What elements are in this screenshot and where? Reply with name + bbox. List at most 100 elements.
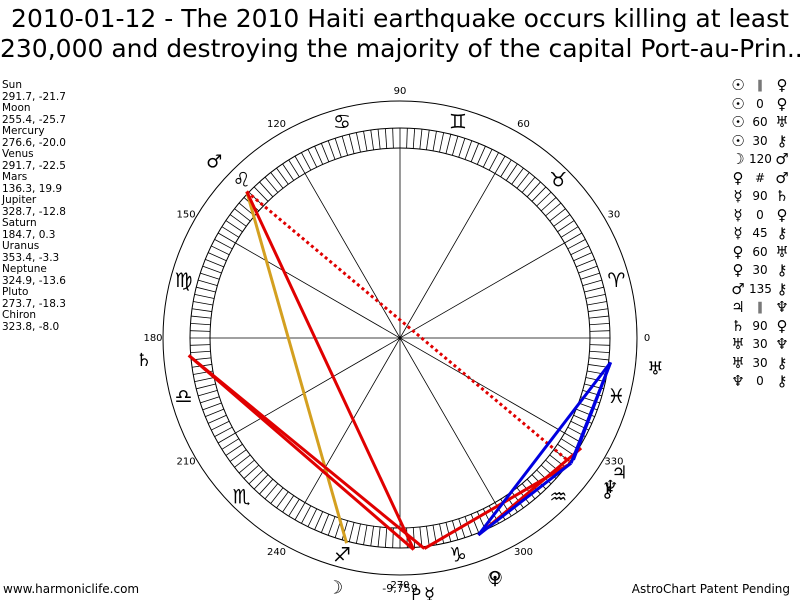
aspect-type: 0 [756,207,764,222]
aspect-list: ☉ ∥ ♀ ☉ 0 ♀ ☉ 60 ♅ ☉ 30 ⚷ ☽ 120 ♂ ♀ # ♂ ☿ 90 ♄ ☿ 0 ♀ ☿ 45 ⚷ ♀ 60 ♅ ♀ 30… [727,76,793,391]
aspect-planet-2: ♅ [775,242,789,261]
degree-tick [320,143,330,162]
footer-website-link[interactable]: www.harmoniclife.com [3,582,140,596]
jupiter-icon: ♃ [612,463,628,484]
aspect-type: 30 [752,337,768,352]
planet-name-jupiter: Jupiter [2,194,37,206]
planet-coords-uranus: 353.4, -3.3 [2,251,60,264]
degree-tick [276,167,289,185]
degree-label: 210 [177,457,196,468]
degree-tick [282,495,295,513]
aspect-type: 60 [752,244,768,259]
degree-label: 180 [143,333,162,344]
aspect-row: ☉ 0 ♀ [727,95,793,114]
aspect-planet-2: ⚷ [776,261,788,280]
aspect-type: 30 [752,355,768,370]
degree-tick [221,226,240,238]
degree-tick [194,293,215,299]
degree-tick [505,163,518,181]
sun-icon: ☉ [487,568,503,589]
degree-tick [588,364,609,368]
degree-tick [190,350,211,354]
chiron-icon: ⚷ [601,481,614,502]
zodiac-sign-icon: ♓ [607,384,625,408]
aspect-row: ♂ 135 ⚷ [727,280,793,299]
planet-name-moon: Moon [2,102,31,114]
degree-tick [191,315,212,319]
degree-tick [588,308,609,312]
degree-tick [392,128,394,149]
aspect-row: ☉ ∥ ♀ [727,76,793,95]
degree-tick [301,505,312,524]
degree-tick [363,525,368,545]
degree-tick [288,159,300,178]
planet-coords-venus: 291.7, -22.5 [2,159,66,172]
degree-label: 60 [517,119,530,130]
aspect-type: 0 [756,96,764,111]
degree-label: 120 [267,119,286,130]
planet-coords-sun: 291.7, -21.7 [2,90,66,103]
degree-tick [536,191,552,207]
degree-tick [259,181,274,198]
degree-tick [488,152,499,171]
degree-tick [588,357,609,361]
degree-tick [355,132,361,153]
degree-tick [412,527,416,548]
aspect-type: ∥ [757,300,763,315]
degree-tick [229,449,247,462]
aspect-planet-2: ⚷ [776,131,788,150]
degree-tick [576,258,595,268]
aspect-planet-1: ☉ [731,113,745,132]
degree-tick [294,155,306,174]
degree-tick [511,167,524,185]
aspect-type: 135 [749,281,772,296]
planet-coords-mars: 136.3, 19.9 [2,182,63,195]
aspect-type: 60 [752,115,768,130]
degree-tick [589,330,610,332]
degree-tick [377,129,381,150]
mercury-icon: ☿ [424,584,435,600]
degree-tick [464,516,473,536]
degree-tick [334,138,342,158]
bottom-value-label: -9,759 [382,582,417,595]
aspect-row: ♄ 90 ♀ [727,317,793,336]
degree-tick [384,527,388,548]
planet-name-sun: Sun [2,79,22,91]
degree-tick [412,128,416,149]
aspect-planet-2: ♂ [775,150,789,169]
planet-name-mercury: Mercury [2,125,45,137]
degree-tick [270,172,284,189]
degree-tick [470,143,480,162]
venus-icon: ♀ [488,568,501,589]
degree-tick [363,131,368,151]
aspect-row: ♅ 30 ♆ [727,335,793,354]
zodiac-sign-icon: ♌ [233,168,251,192]
planet-name-saturn: Saturn [2,217,37,229]
degree-tick [557,443,575,456]
planet-coords-moon: 255.4, -25.7 [2,113,66,126]
aspect-planet-1: ☽ [731,150,745,169]
aspect-planet-2: ♅ [775,113,789,132]
zodiac-sign-icon: ♉ [549,168,567,192]
degree-tick [200,272,220,280]
degree-tick [327,516,336,536]
degree-tick [320,514,330,533]
aspect-type: ∥ [757,78,763,93]
aspect-row: ♀ 60 ♅ [727,243,793,262]
aspect-type: 120 [749,152,772,167]
degree-tick [225,443,243,456]
planet-name-uranus: Uranus [2,240,40,252]
degree-label: 30 [608,210,621,221]
aspect-planet-2: ♆ [775,298,789,317]
aspect-planet-1: ☉ [731,94,745,113]
degree-tick [211,420,230,431]
degree-tick [589,344,610,346]
neptune-icon: ♆ [602,477,618,498]
degree-tick [264,176,279,193]
planet-name-chiron: Chiron [2,309,37,321]
saturn-icon: ♄ [136,350,152,371]
aspect-line [477,462,572,537]
degree-tick [191,308,212,312]
planet-coords-neptune: 324.9, -13.6 [2,274,66,287]
degree-tick [200,396,220,404]
